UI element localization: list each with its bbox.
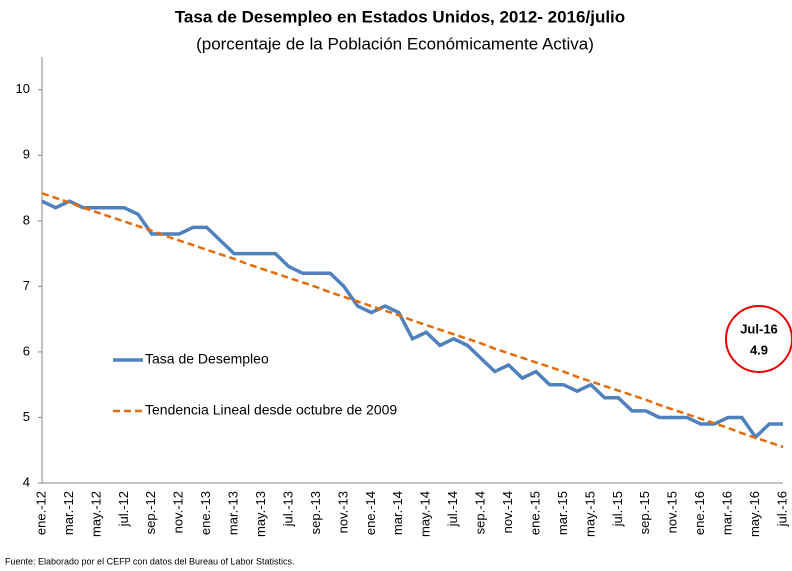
x-tick-label: sep.-12 bbox=[143, 491, 158, 534]
y-tick-label: 5 bbox=[23, 409, 30, 424]
legend-label: Tasa de Desempleo bbox=[145, 351, 269, 367]
x-tick-label: mar.-15 bbox=[555, 491, 570, 535]
x-tick-label: may.-15 bbox=[582, 491, 597, 537]
x-tick-label: mar.-16 bbox=[720, 491, 735, 535]
legend-label: Tendencia Lineal desde octubre de 2009 bbox=[145, 402, 397, 418]
x-tick-label: ene.-16 bbox=[692, 491, 707, 535]
annotation-label: Jul-16 bbox=[740, 321, 778, 336]
x-tick-label: ene.-15 bbox=[527, 491, 542, 535]
x-tick-label: may.-12 bbox=[88, 491, 103, 537]
x-tick-label: mar.-13 bbox=[226, 491, 241, 535]
y-tick-label: 9 bbox=[23, 147, 30, 162]
x-tick-label: may.-16 bbox=[747, 491, 762, 537]
annotation-circle bbox=[725, 305, 792, 373]
y-tick-label: 6 bbox=[23, 343, 30, 358]
x-tick-label: nov.-12 bbox=[171, 491, 186, 533]
x-tick-label: ene.-13 bbox=[198, 491, 213, 535]
series-line bbox=[41, 199, 783, 440]
chart-subtitle: (porcentaje de la Población Económicamen… bbox=[196, 34, 594, 53]
x-tick-label: may.-13 bbox=[253, 491, 268, 537]
x-tick-label: nov.-15 bbox=[665, 491, 680, 533]
x-tick-label: sep.-14 bbox=[473, 491, 488, 534]
x-tick-label: nov.-13 bbox=[335, 491, 350, 533]
x-tick-label: jul.-16 bbox=[774, 491, 789, 527]
x-tick-label: sep.-15 bbox=[637, 491, 652, 534]
x-tick-label: may.-14 bbox=[418, 491, 433, 537]
x-tick-label: nov.-14 bbox=[500, 491, 515, 533]
x-tick-label: sep.-13 bbox=[308, 491, 323, 534]
x-tick-label: jul.-15 bbox=[610, 491, 625, 527]
x-tick-label: ene.-14 bbox=[363, 491, 378, 535]
x-tick-label: jul.-14 bbox=[445, 491, 460, 527]
x-tick-label: jul.-13 bbox=[280, 491, 295, 527]
x-tick-label: mar.-12 bbox=[61, 491, 76, 535]
x-tick-label: jul.-12 bbox=[116, 491, 131, 527]
x-tick-label: ene.-12 bbox=[33, 491, 48, 535]
y-tick-label: 4 bbox=[23, 474, 30, 489]
y-tick-label: 8 bbox=[23, 212, 30, 227]
x-tick-label: mar.-14 bbox=[390, 491, 405, 535]
y-tick-label: 7 bbox=[23, 278, 30, 293]
annotation-value: 4.9 bbox=[750, 342, 768, 357]
source-note: Fuente: Elaborado por el CEFP con datos … bbox=[5, 556, 295, 566]
chart-title: Tasa de Desempleo en Estados Unidos, 201… bbox=[175, 7, 625, 26]
series-line bbox=[41, 192, 784, 449]
y-tick-label: 10 bbox=[16, 81, 30, 96]
